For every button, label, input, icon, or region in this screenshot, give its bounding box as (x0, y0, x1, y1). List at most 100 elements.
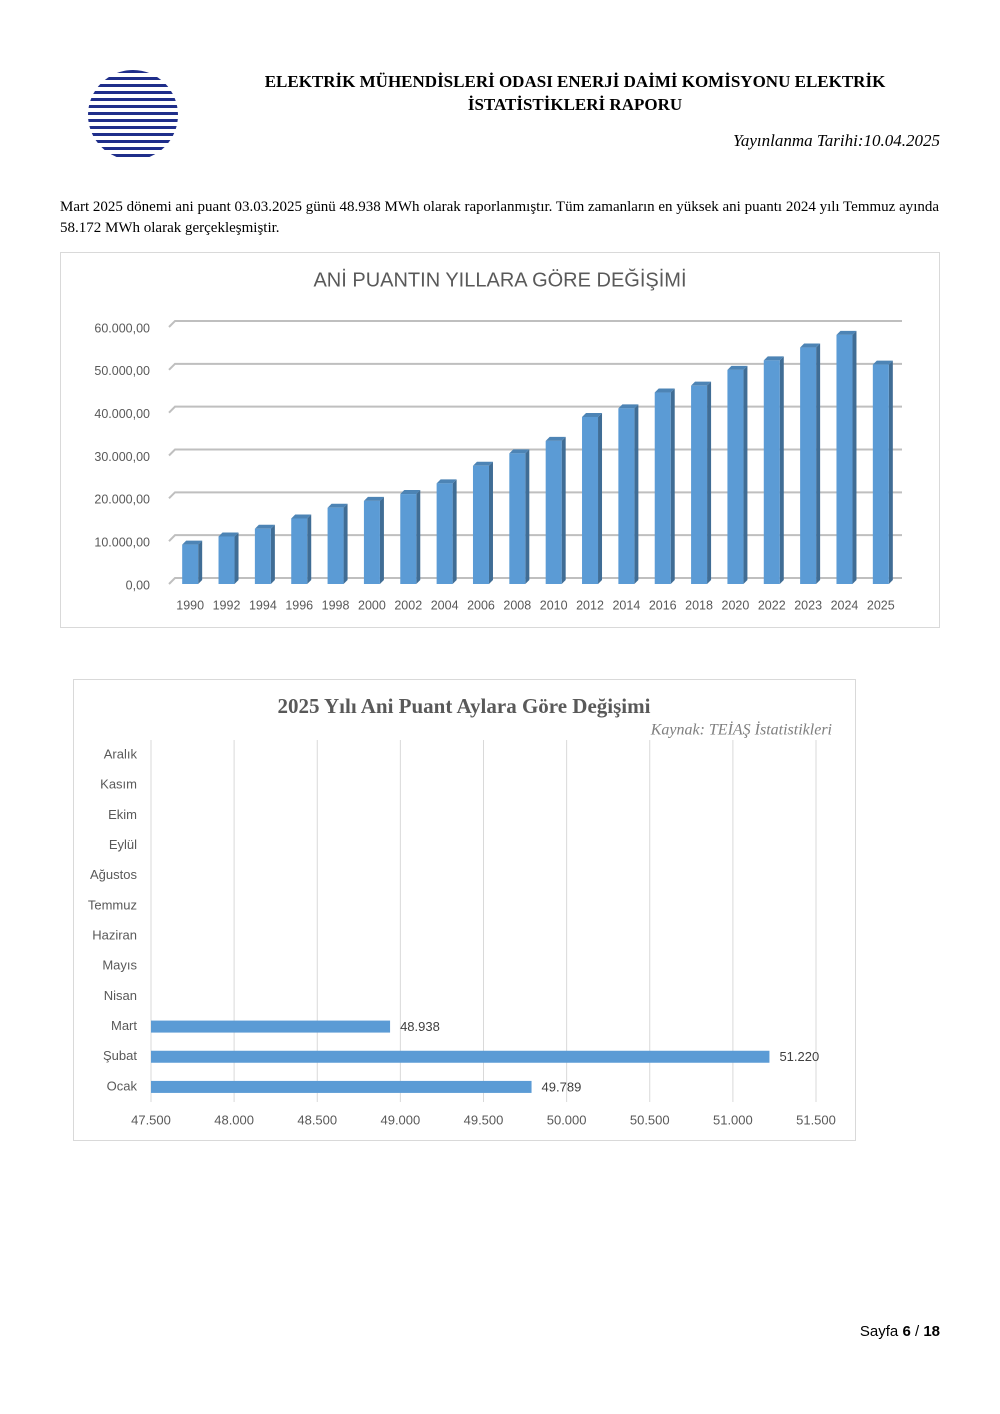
bar-side (561, 436, 566, 584)
bar (836, 330, 857, 584)
x-tick-label: 1994 (249, 598, 277, 612)
value-label: 49.789 (542, 1079, 582, 1094)
bar-front (472, 465, 489, 584)
y-tick-label: Eylül (109, 837, 137, 852)
grid-line (168, 362, 902, 371)
x-tick-label: 2002 (394, 598, 422, 612)
x-tick-label: 2004 (431, 598, 459, 612)
bar-top (872, 360, 893, 365)
y-tick-label: Ocak (107, 1078, 138, 1093)
bar-top (472, 461, 493, 466)
publish-date: Yayınlanma Tarihi:10.04.2025 (732, 131, 940, 150)
bar-top (800, 343, 821, 348)
bar-side (707, 381, 712, 584)
y-tick-label: 60.000,00 (94, 321, 150, 335)
x-tick-label: 1990 (176, 598, 204, 612)
y-tick-label: 0,00 (126, 578, 150, 592)
y-tick-label: 20.000,00 (94, 493, 150, 507)
bar-side (525, 449, 530, 584)
bar (327, 503, 348, 584)
x-tick-label: 49.500 (464, 1112, 504, 1127)
bar-front (654, 392, 671, 584)
y-tick-label: Şubat (103, 1048, 137, 1063)
bar-side (743, 365, 748, 584)
x-tick-label: 50.000 (547, 1112, 587, 1127)
bar-front (436, 483, 453, 584)
x-tick-label: 2025 (867, 598, 895, 612)
bar-side (379, 496, 384, 584)
bar-side (779, 356, 784, 584)
bar-top (182, 540, 203, 545)
bar-top (654, 388, 675, 393)
bar (509, 449, 530, 584)
bar (654, 388, 675, 584)
bar (618, 404, 639, 584)
bar (218, 532, 239, 584)
x-tick-label: 2018 (685, 598, 713, 612)
x-tick-label: 2010 (540, 598, 568, 612)
bar-side (488, 461, 493, 584)
monthly-chart: 2025 Yılı Ani Puant Aylara Göre Değişimi… (73, 679, 856, 1141)
chart-title: ANİ PUANTIN YILLARA GÖRE DEĞİŞİMİ (313, 268, 686, 291)
bar-front (400, 494, 417, 584)
bar-top (763, 356, 784, 361)
bar-top (727, 365, 748, 370)
y-tick-label: Nisan (104, 988, 137, 1003)
y-tick-label: Aralık (104, 747, 138, 762)
x-tick-label: 49.000 (380, 1112, 420, 1127)
bar-top (400, 490, 421, 495)
y-tick-label: 50.000,00 (94, 364, 150, 378)
page-current: 6 (902, 1323, 911, 1340)
x-tick-label: 50.500 (630, 1112, 670, 1127)
bar-side (598, 412, 603, 584)
bar-front (727, 369, 744, 584)
yearly-chart: ANİ PUANTIN YILLARA GÖRE DEĞİŞİMİ 0,00 10.… (60, 252, 940, 628)
x-tick-label: 2000 (358, 598, 386, 612)
x-tick-label: 1992 (213, 598, 241, 612)
bar-front (218, 536, 235, 584)
report-title: ELEKTRİK MÜHENDİSLERİ ODASI ENERJİ DAİMİ… (264, 72, 886, 114)
x-tick-label: 1998 (322, 598, 350, 612)
y-tick-label: Ağustos (90, 867, 137, 882)
x-tick-label: 2016 (649, 598, 677, 612)
x-tick-label: 2023 (794, 598, 822, 612)
bar (436, 479, 457, 584)
y-tick-label: 10.000,00 (94, 535, 150, 549)
bar-front (545, 440, 562, 584)
bar-front (254, 528, 271, 584)
bar (691, 381, 712, 584)
bar-front (691, 385, 708, 584)
bar-top (618, 404, 639, 409)
chart-title: 2025 Yılı Ani Puant Aylara Göre Değişimi (278, 694, 651, 718)
y-tick-label: Mart (111, 1018, 137, 1033)
bar-front (182, 544, 199, 584)
chart-frame (60, 252, 940, 628)
bar-front (327, 507, 344, 584)
bar-side (307, 514, 312, 584)
bar-front (582, 416, 599, 584)
bar-front (618, 408, 635, 584)
bar-top (218, 532, 239, 537)
bar-top (363, 496, 384, 501)
bar-front (872, 364, 889, 584)
x-tick-label: 2008 (503, 598, 531, 612)
bar (182, 540, 203, 584)
bar (363, 496, 384, 584)
page-total: 18 (923, 1323, 940, 1340)
bar (151, 1020, 391, 1033)
bar-side (816, 343, 821, 584)
x-tick-label: 1996 (285, 598, 313, 612)
bar (545, 436, 566, 584)
page-number: Sayfa 6 / 18 (860, 1323, 940, 1340)
x-tick-label: 48.000 (214, 1112, 254, 1127)
bar-top (254, 524, 275, 529)
chart-frame (73, 679, 856, 1141)
x-tick-label: 2022 (758, 598, 786, 612)
value-label: 51.220 (779, 1049, 819, 1064)
bar-top (582, 412, 603, 417)
bar-front (291, 518, 308, 584)
bar-top (836, 330, 857, 335)
bar (254, 524, 275, 584)
x-tick-label: 2024 (831, 598, 859, 612)
